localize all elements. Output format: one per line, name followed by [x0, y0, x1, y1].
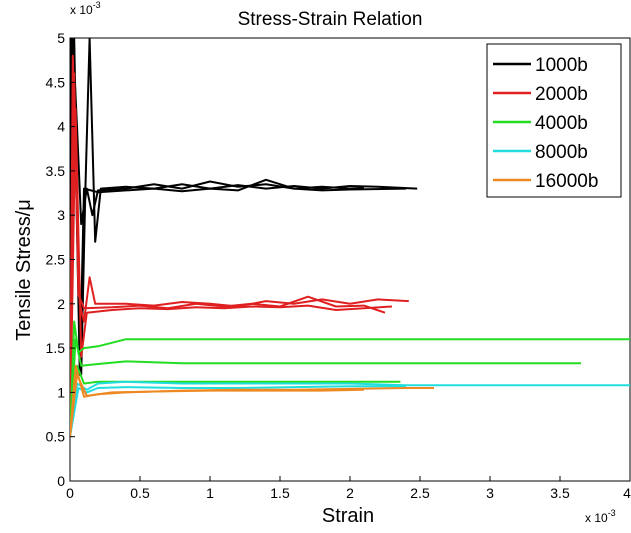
legend-box — [486, 43, 622, 198]
x-tick-label: 0 — [66, 485, 74, 501]
y-axis-multiplier: x 10-3 — [70, 0, 101, 17]
x-axis-label: Strain — [322, 505, 374, 527]
y-multiplier-base: x 10 — [70, 3, 93, 17]
y-tick-label: 1 — [57, 384, 65, 400]
legend-label-16000b: 16000b — [535, 171, 598, 192]
series-line-8000b — [70, 385, 406, 437]
ticks-layer: 0 0.5 1 1.5 2 2.5 3 3.5 4 0 0.5 1 1.5 2 2.5 3 3.5 4 4.5 5 — [46, 30, 631, 501]
series-line-1000b — [70, 38, 418, 437]
series-line-4000b — [70, 338, 581, 437]
y-tick-label: 0 — [57, 473, 65, 489]
x-axis-multiplier: x 10-3 — [585, 508, 616, 525]
series-layer — [70, 38, 630, 437]
series-line-4000b — [70, 320, 630, 437]
y-tick-label: 3.5 — [46, 163, 66, 179]
y-axis-label: Tensile Stress/μ — [13, 199, 35, 341]
series-line-2000b — [70, 107, 393, 437]
x-tick-label: 4 — [623, 485, 631, 501]
series-line-4000b — [70, 364, 401, 437]
x-tick-label: 3 — [486, 485, 494, 501]
y-tick-label: 4.5 — [46, 74, 66, 90]
series-line-16000b — [70, 364, 434, 437]
series-line-2000b — [70, 54, 409, 437]
legend-label-1000b: 1000b — [535, 55, 588, 76]
y-multiplier-exponent: -3 — [93, 0, 101, 10]
legend: 1000b 2000b 4000b 8000b 16000b — [486, 43, 622, 198]
y-tick-label: 5 — [57, 30, 65, 46]
x-tick-label: 1.5 — [270, 485, 290, 501]
x-tick-label: 1 — [206, 485, 214, 501]
x-tick-label: 0.5 — [130, 485, 150, 501]
x-tick-label: 3.5 — [550, 485, 570, 501]
x-tick-label: 2 — [346, 485, 354, 501]
y-tick-label: 2.5 — [46, 252, 66, 268]
x-multiplier-base: x 10 — [585, 511, 608, 525]
series-line-8000b — [70, 380, 630, 437]
legend-label-2000b: 2000b — [535, 84, 588, 105]
y-tick-label: 3 — [57, 207, 65, 223]
x-tick-label: 2.5 — [410, 485, 430, 501]
y-tick-label: 1.5 — [46, 340, 66, 356]
y-tick-label: 4 — [57, 119, 65, 135]
y-tick-label: 2 — [57, 296, 65, 312]
series-line-1000b — [70, 38, 365, 437]
chart-title: Stress-Strain Relation — [238, 9, 423, 30]
x-multiplier-exponent: -3 — [608, 508, 616, 518]
y-tick-label: 0.5 — [46, 429, 66, 445]
series-line-16000b — [70, 373, 365, 437]
legend-label-4000b: 4000b — [535, 113, 588, 134]
legend-label-8000b: 8000b — [535, 142, 588, 163]
